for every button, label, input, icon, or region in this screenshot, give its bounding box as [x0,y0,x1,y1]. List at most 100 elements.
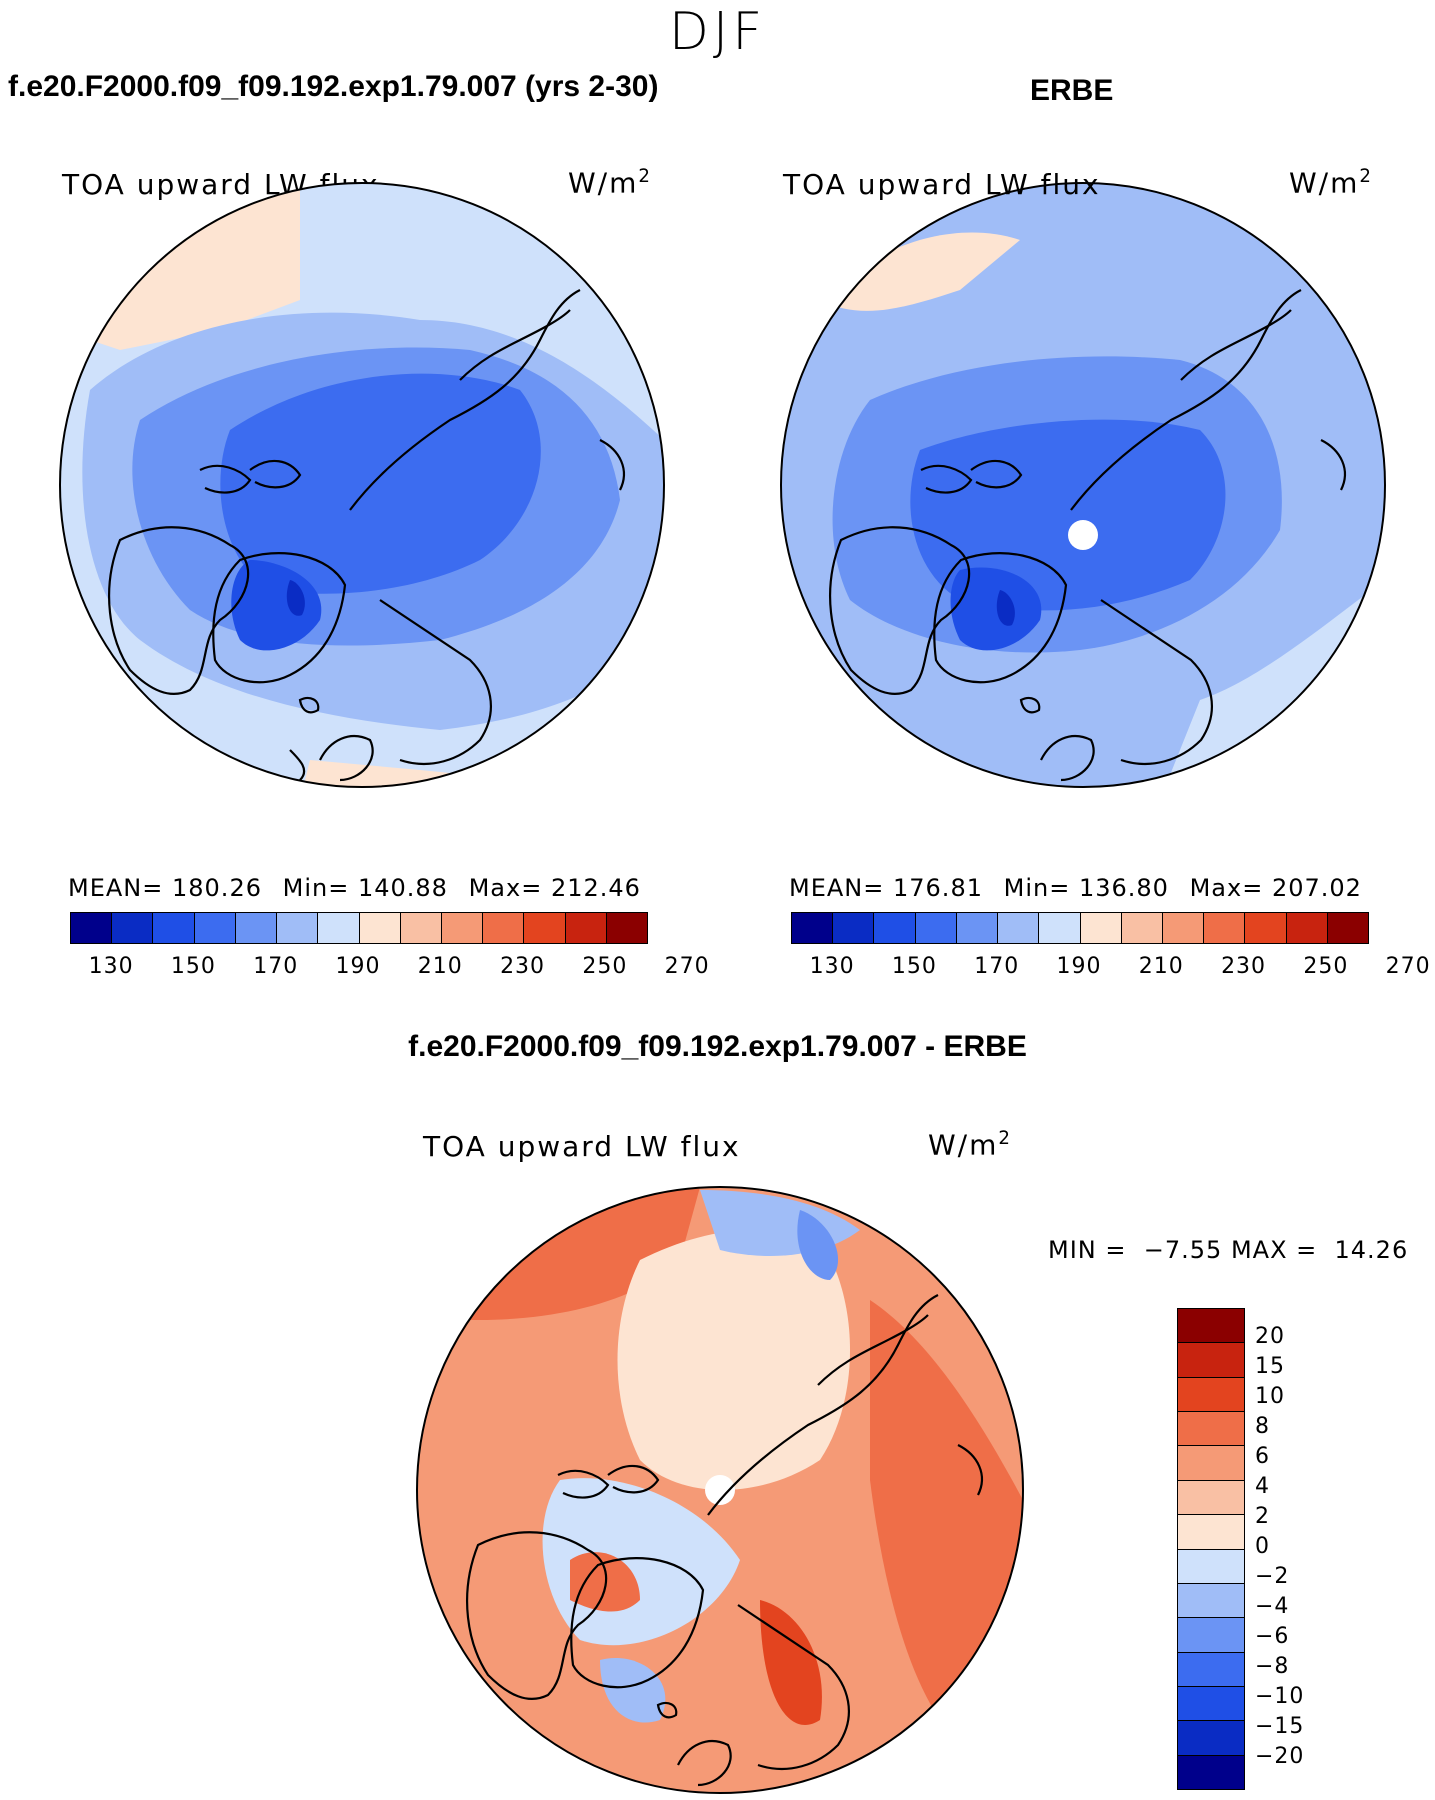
colorbar-tick-label: 190 [1056,954,1102,979]
colorbar-swatch [483,913,525,943]
colorbar-tick-label: 190 [335,954,381,979]
colorbar-swatch [1204,913,1246,943]
diff-map-boundary [416,1186,1024,1794]
colorbar-tick-label: −15 [1255,1714,1305,1739]
colorbar-swatch [235,913,278,943]
obs-min-value: 136.80 [1078,874,1169,902]
obs-mean-value: 176.81 [893,874,983,902]
colorbar-swatch [1327,913,1369,943]
colorbar-tick-label: 270 [664,954,710,979]
obs-coastlines [829,289,1346,782]
diff-min-value: −7.55 [1143,1236,1223,1264]
obs-map-boundary [780,182,1386,788]
model-panel-title: f.e20.F2000.f09_f09.192.exp1.79.007 (yrs… [8,70,659,103]
colorbar-tick-label: 6 [1255,1444,1270,1469]
colorbar-tick-label: 20 [1255,1324,1285,1349]
obs-units-label: W/m2 [1289,166,1373,200]
colorbar-swatch [153,913,195,943]
colorbar-swatch [1178,1446,1244,1481]
colorbar-tick-label: 150 [170,954,216,979]
model-colorbar [70,912,648,944]
colorbar-swatch [1178,1549,1244,1584]
diff-units-label: W/m2 [928,1128,1012,1162]
colorbar-swatch [1178,1515,1244,1550]
obs-max-value: 207.02 [1271,874,1362,902]
colorbar-swatch [956,913,999,943]
colorbar-swatch [1178,1755,1244,1790]
colorbar-tick-label: 150 [891,954,937,979]
colorbar-tick-label: −2 [1255,1564,1290,1589]
colorbar-swatch [1178,1343,1244,1378]
colorbar-tick-label: −10 [1255,1684,1305,1709]
colorbar-tick-label: 250 [1303,954,1349,979]
colorbar-tick-label: 210 [417,954,463,979]
colorbar-swatch [1178,1583,1244,1619]
colorbar-swatch [792,913,834,943]
diff-colorbar [1177,1308,1245,1790]
model-coastlines [108,289,625,782]
season-title: DJF [668,2,767,62]
model-map-boundary [59,182,665,788]
colorbar-tick-label: 10 [1255,1384,1285,1409]
model-stats: MEAN= 180.26 Min= 140.88 Max= 212.46 [68,874,641,902]
colorbar-tick-label: 230 [1221,954,1267,979]
colorbar-tick-label: 130 [809,954,855,979]
colorbar-swatch [1178,1309,1244,1344]
diff-colorbar-ticks: 20 15 10 8 6 4 2 0 −2 −4 −6 −8 −10 −15 −20 [1255,1308,1325,1788]
model-mean-value: 180.26 [172,874,262,902]
obs-colorbar [791,912,1369,944]
colorbar-swatch [915,913,957,943]
colorbar-swatch [318,913,360,943]
model-min-value: 140.88 [357,874,448,902]
colorbar-swatch [277,913,319,943]
colorbar-swatch [1178,1686,1244,1722]
colorbar-swatch [400,913,442,943]
obs-panel-title: ERBE [1030,74,1114,107]
colorbar-tick-label: 130 [88,954,134,979]
colorbar-swatch [833,913,875,943]
colorbar-tick-label: −4 [1255,1594,1290,1619]
diff-panel-title: f.e20.F2000.f09_f09.192.exp1.79.007 - ER… [408,1030,1027,1063]
colorbar-swatch [1178,1721,1244,1756]
colorbar-tick-label: 270 [1385,954,1431,979]
colorbar-swatch [1178,1652,1244,1687]
colorbar-swatch [1178,1480,1244,1516]
obs-stats: MEAN= 176.81 Min= 136.80 Max= 207.02 [789,874,1362,902]
colorbar-swatch [1162,913,1205,943]
colorbar-tick-label: 210 [1138,954,1184,979]
model-colorbar-ticks: 130 150 170 190 210 230 250 270 [70,954,709,982]
colorbar-swatch [524,913,566,943]
obs-colorbar-ticks: 130 150 170 190 210 230 250 270 [791,954,1430,982]
colorbar-swatch [71,913,113,943]
colorbar-swatch [359,913,401,943]
diff-variable-label: TOA upward LW flux [423,1130,741,1163]
colorbar-tick-label: −8 [1255,1654,1290,1679]
colorbar-tick-label: −20 [1255,1744,1305,1769]
colorbar-swatch [1245,913,1287,943]
colorbar-swatch [112,913,154,943]
model-map [60,183,664,787]
colorbar-swatch [1080,913,1122,943]
colorbar-tick-label: 4 [1255,1474,1270,1499]
diff-map [417,1187,1023,1793]
model-units-label: W/m2 [568,166,652,200]
obs-variable-label: TOA upward LW flux [783,168,1101,201]
colorbar-swatch [606,913,648,943]
colorbar-tick-label: 250 [582,954,628,979]
colorbar-tick-label: 8 [1255,1414,1270,1439]
colorbar-swatch [1178,1618,1244,1653]
colorbar-tick-label: 15 [1255,1354,1285,1379]
colorbar-swatch [1286,913,1328,943]
colorbar-tick-label: 230 [500,954,546,979]
diff-minmax: MIN = −7.55 MAX = 14.26 [1048,1236,1409,1264]
colorbar-swatch [998,913,1040,943]
obs-map [781,183,1385,787]
colorbar-swatch [1121,913,1163,943]
colorbar-swatch [565,913,607,943]
colorbar-tick-label: 2 [1255,1504,1270,1529]
colorbar-swatch [441,913,484,943]
colorbar-tick-label: 0 [1255,1534,1270,1559]
colorbar-swatch [194,913,236,943]
colorbar-tick-label: −6 [1255,1624,1290,1649]
